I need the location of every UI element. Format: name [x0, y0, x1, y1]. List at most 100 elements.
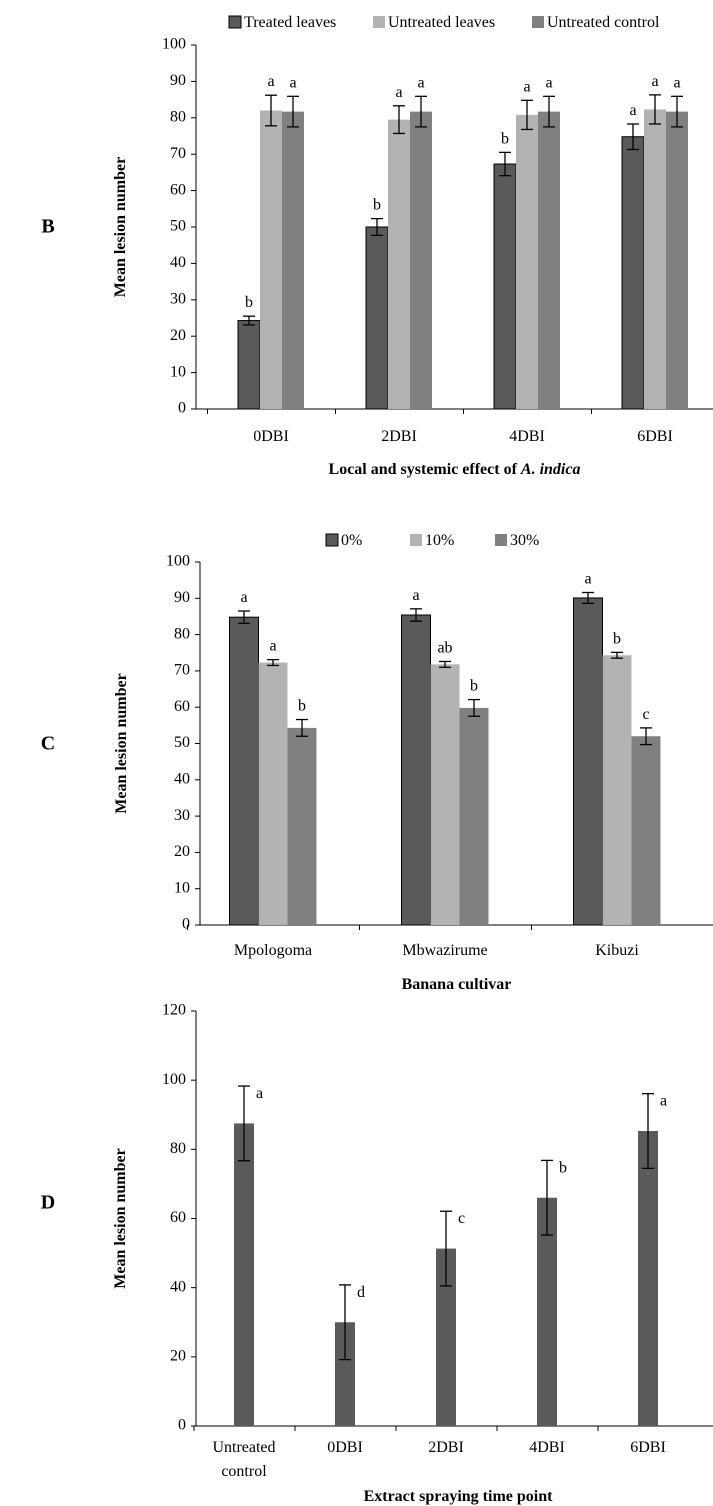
- significance-letter: a: [584, 570, 591, 587]
- significance-letter: ab: [437, 639, 452, 656]
- x-axis-label: Extract spraying time point: [364, 1488, 554, 1505]
- x-tick-label: Kibuzi: [595, 942, 639, 959]
- chart-panel-b: B 0 10 20 30 40 50 60 70 80 90 100 Mean lesion numbe…: [41, 14, 713, 478]
- x-tick-label: 0DBI: [327, 1439, 363, 1456]
- significance-letter: a: [660, 1093, 667, 1110]
- bar: [410, 111, 432, 409]
- bar: [493, 163, 517, 410]
- legend-label: 10%: [425, 532, 454, 549]
- bar: [537, 1197, 557, 1426]
- bar: [638, 1131, 658, 1426]
- legend-swatch: [410, 534, 422, 546]
- y-tick-label: 10: [174, 879, 190, 896]
- x-tick-label: 6DBI: [630, 1439, 666, 1456]
- significance-letter: a: [673, 74, 680, 91]
- y-tick-label: 10: [170, 363, 186, 380]
- x-tick-label: Mpologoma: [234, 942, 312, 959]
- bar: [234, 1123, 254, 1426]
- y-tick-label: 50: [170, 218, 186, 235]
- bar: [388, 119, 410, 410]
- y-tick-label: 70: [174, 662, 190, 679]
- bar: [631, 736, 661, 925]
- bar: [538, 111, 560, 409]
- bar: [287, 727, 317, 925]
- y-tick-label: 90: [174, 589, 190, 606]
- significance-letter: b: [298, 698, 306, 715]
- y-tick-label: 20: [170, 1348, 186, 1365]
- bar: [644, 109, 666, 409]
- y-tick-label: 0: [178, 400, 186, 417]
- significance-letter: b: [559, 1159, 567, 1176]
- significance-letter: a: [412, 587, 419, 604]
- x-tick-label: 2DBI: [381, 428, 417, 445]
- x-tick-label: 2DBI: [428, 1439, 464, 1456]
- legend-label: 30%: [510, 532, 539, 549]
- y-tick-label: 100: [162, 1071, 186, 1088]
- bar: [258, 662, 288, 925]
- x-tick-label: 4DBI: [529, 1439, 565, 1456]
- bar: [237, 320, 261, 410]
- legend-label: Untreated control: [547, 14, 660, 31]
- y-axis-label: Mean lesion number: [112, 1148, 129, 1288]
- y-tick-label: 80: [174, 625, 190, 642]
- x-axis-label: Banana cultivar: [402, 976, 512, 993]
- panel-label: B: [41, 216, 54, 238]
- significance-letter: a: [417, 74, 424, 91]
- bar: [573, 597, 603, 926]
- y-tick-label: 40: [174, 770, 190, 787]
- legend-label: 0%: [341, 532, 362, 549]
- legend-swatch: [495, 534, 507, 546]
- bar: [621, 136, 645, 410]
- bar: [229, 616, 259, 926]
- significance-letter: a: [240, 589, 247, 606]
- bar: [459, 707, 489, 925]
- y-tick-label: 30: [174, 807, 190, 824]
- bar: [365, 226, 389, 410]
- bar: [666, 111, 688, 409]
- significance-letter: a: [629, 102, 636, 119]
- legend-swatch: [228, 15, 242, 29]
- significance-letter: b: [501, 130, 509, 147]
- significance-letter: a: [523, 78, 530, 95]
- y-tick-label: 20: [174, 843, 190, 860]
- legend-swatch: [532, 16, 544, 28]
- y-tick-label: 100: [166, 553, 190, 570]
- x-tick-label: control: [221, 1463, 267, 1480]
- panel-label: C: [41, 733, 55, 755]
- y-tick-label: 40: [170, 254, 186, 271]
- bar: [436, 1248, 456, 1426]
- bar: [282, 111, 304, 409]
- significance-letter: a: [256, 1085, 263, 1102]
- significance-letter: c: [458, 1210, 465, 1227]
- x-tick-label: 0DBI: [253, 428, 289, 445]
- significance-letter: a: [395, 84, 402, 101]
- x-tick-label: 6DBI: [637, 428, 673, 445]
- x-tick-label: Untreated: [212, 1439, 275, 1456]
- significance-letter: a: [289, 74, 296, 91]
- bar: [401, 614, 431, 926]
- x-tick-label: 4DBI: [509, 428, 545, 445]
- legend-label: Treated leaves: [244, 14, 336, 31]
- panel-label: D: [41, 1192, 55, 1214]
- significance-letter: a: [269, 638, 276, 655]
- y-tick-label: 90: [170, 72, 186, 89]
- legend-swatch: [373, 16, 385, 28]
- x-tick-label: Mbwazirume: [402, 942, 487, 959]
- y-tick-label: 50: [174, 734, 190, 751]
- significance-letter: b: [373, 197, 381, 214]
- significance-letter: a: [651, 73, 658, 90]
- y-tick-label: 80: [170, 1140, 186, 1157]
- bar: [516, 114, 538, 409]
- legend-swatch: [325, 533, 339, 547]
- y-axis-label: Mean lesion number: [112, 157, 129, 297]
- significance-letter: a: [545, 74, 552, 91]
- y-tick-label: 100: [162, 36, 186, 53]
- bar: [335, 1322, 355, 1426]
- legend-label: Untreated leaves: [388, 14, 495, 31]
- significance-letter: d: [357, 1284, 365, 1301]
- y-tick-label: 0: [182, 916, 190, 933]
- y-tick-label: 40: [170, 1278, 186, 1295]
- significance-letter: b: [245, 294, 253, 311]
